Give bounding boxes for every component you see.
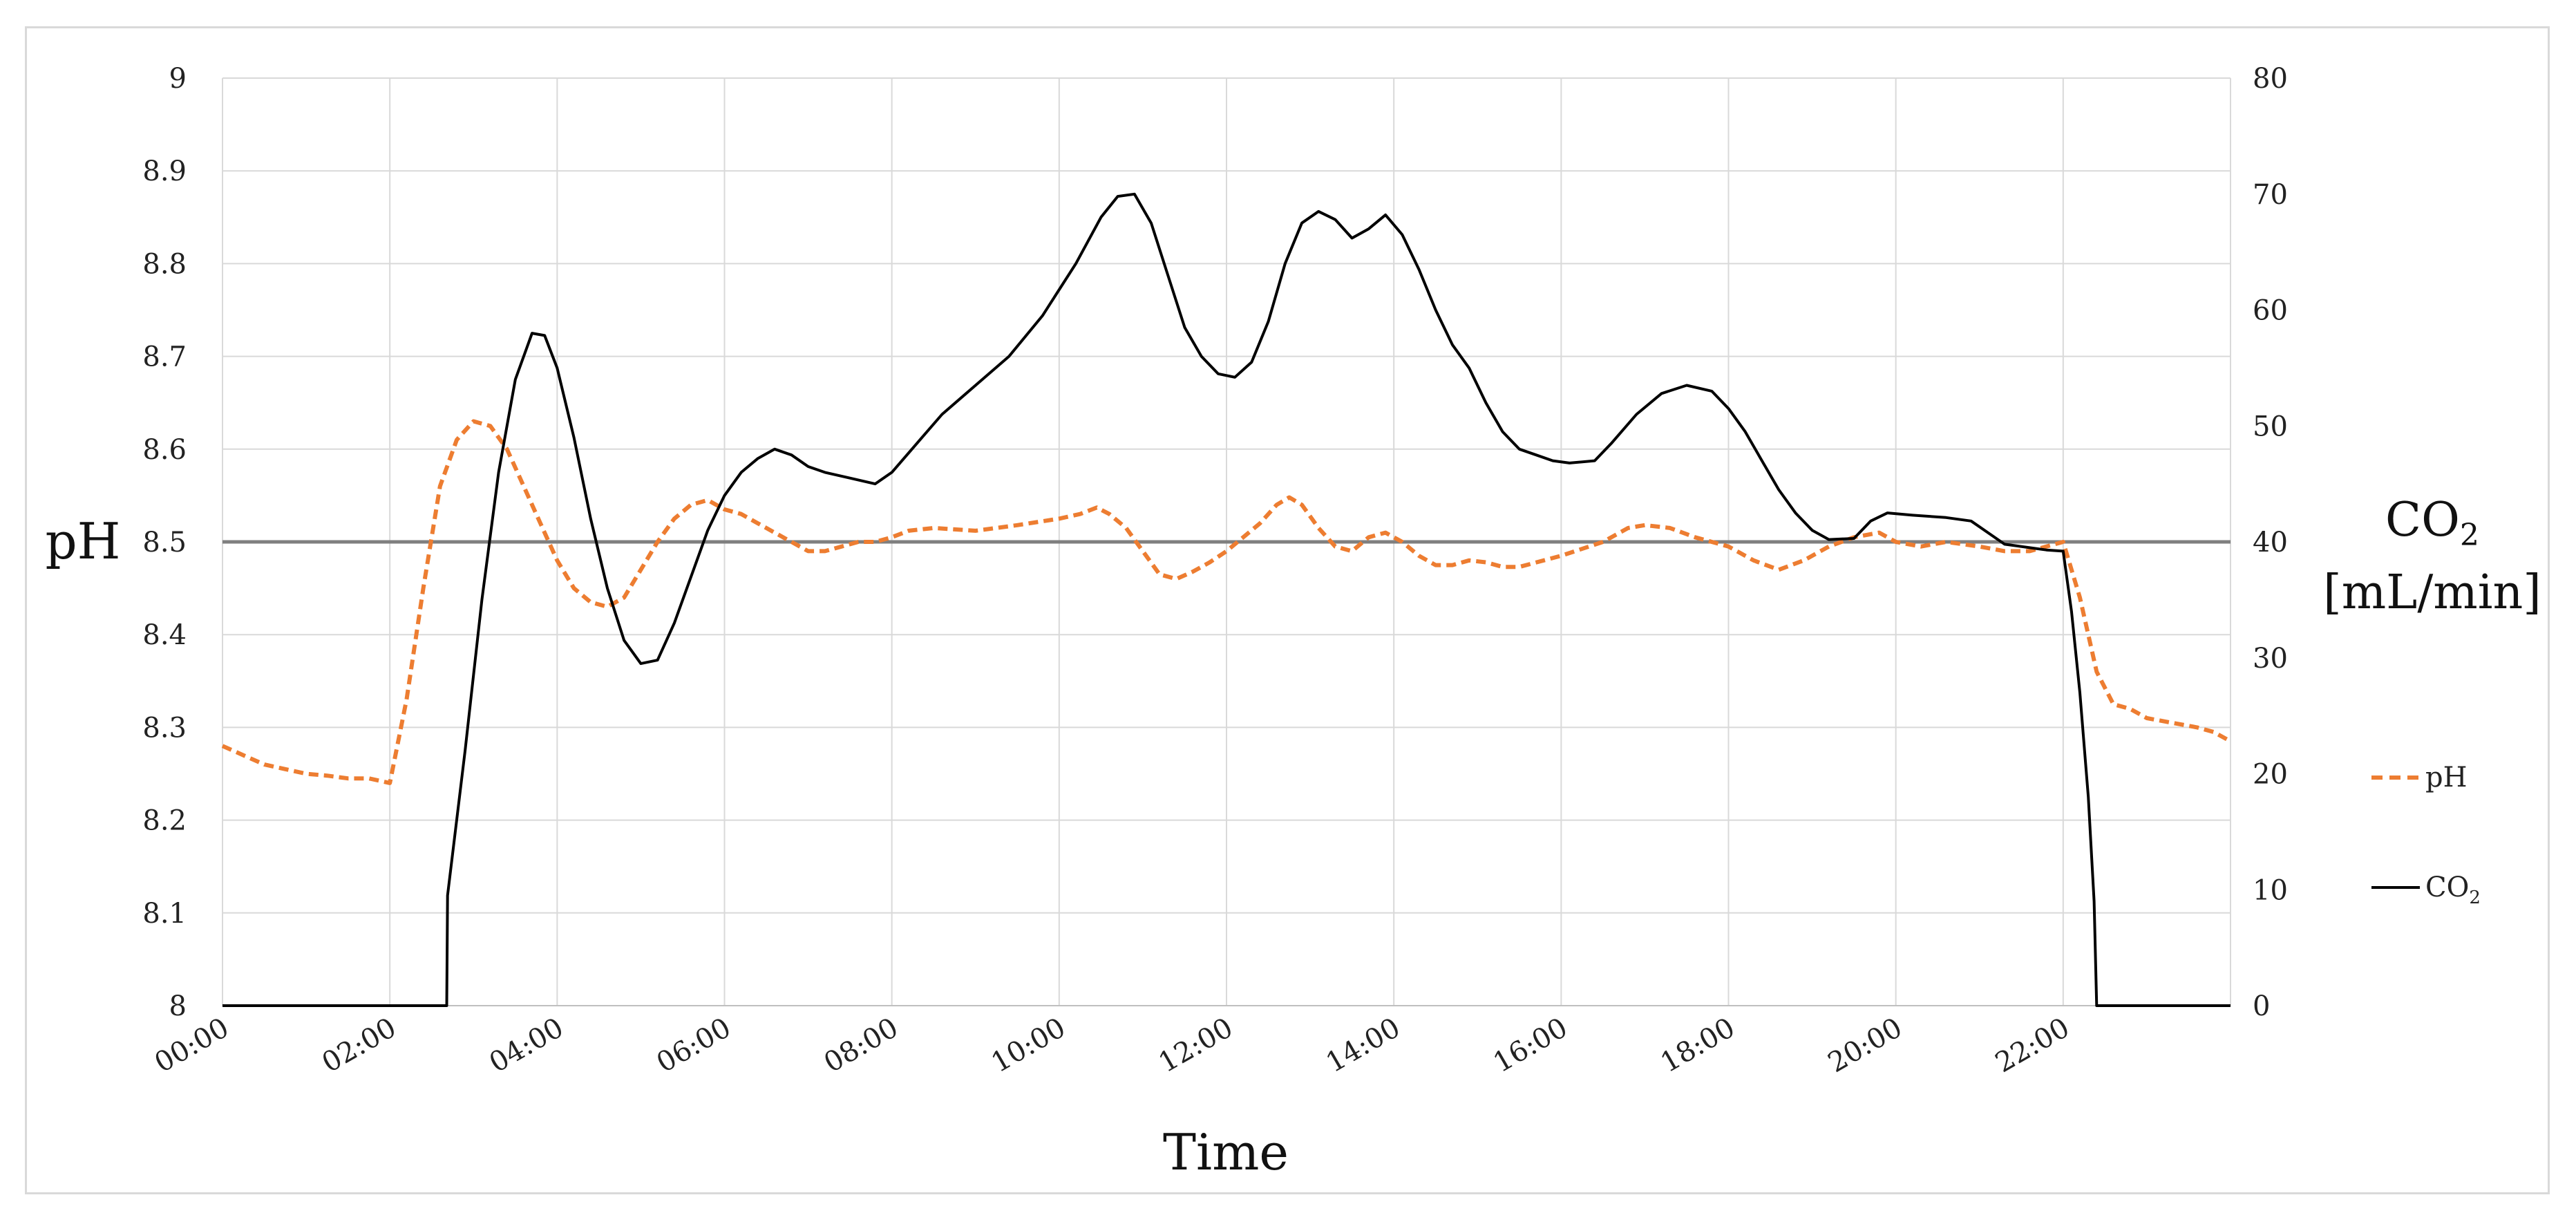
legend-label-co2: CO2 [2425,872,2481,908]
legend-label-co2-sub: 2 [2469,887,2481,908]
y-left-tick-label: 8.5 [142,527,187,558]
x-tick-label: 08:00 [819,1012,904,1079]
y-right-tick-label: 20 [2253,759,2288,791]
x-tick-label: 02:00 [316,1012,401,1079]
x-tick-label: 10:00 [986,1012,1071,1079]
y-left-tick-label: 8.6 [142,434,187,466]
y-left-tick-label: 8.2 [142,805,187,837]
x-tick-label: 18:00 [1656,1012,1741,1079]
legend: pH CO2 [2371,762,2481,908]
y-right-axis-title-main: CO [2385,493,2460,547]
series-line-co2 [222,192,2231,1007]
y-left-tick-label: 8 [169,990,187,1022]
y-left-tick-label: 9 [169,63,187,95]
y-right-axis-unit: [mL/min] [2323,565,2541,620]
x-tick-label: 04:00 [484,1012,569,1079]
y-right-axis-title: CO2 [2385,493,2479,553]
y-left-tick-label: 8.1 [142,898,187,930]
y-left-tick-label: 8.7 [142,341,187,373]
y-left-tick-label: 8.8 [142,248,187,280]
chart-frame [25,26,2550,1194]
y-right-tick-label: 80 [2253,63,2288,95]
y-right-tick-label: 0 [2253,990,2270,1022]
x-tick-label: 12:00 [1153,1012,1238,1079]
tick-labels: 8 8.1 8.2 8.3 8.4 8.5 8.6 8.7 8.8 8.9 9 0 10 20 30 40 50… [142,63,2288,1079]
y-left-axis-title: pH [46,512,121,570]
y-left-tick-label: 8.4 [142,619,187,651]
x-tick-label: 20:00 [1823,1012,1908,1079]
y-right-tick-label: 30 [2253,643,2288,675]
legend-label-ph: pH [2425,762,2468,793]
x-tick-label: 14:00 [1320,1012,1405,1079]
legend-label-co2-main: CO [2425,872,2469,903]
x-tick-label: 00:00 [149,1012,234,1079]
x-tick-label: 22:00 [1990,1012,2075,1079]
y-right-tick-label: 50 [2253,411,2288,442]
x-axis-title: Time [1163,1123,1289,1181]
y-right-tick-label: 60 [2253,295,2288,327]
y-right-axis-title-sub: 2 [2460,518,2479,553]
y-right-tick-label: 10 [2253,874,2288,906]
x-tick-label: 16:00 [1488,1012,1573,1079]
y-left-tick-label: 8.9 [142,156,187,187]
x-tick-label: 06:00 [652,1012,737,1079]
y-right-tick-label: 70 [2253,179,2288,211]
y-left-tick-label: 8.3 [142,712,187,744]
series-group [221,192,2232,1007]
series-line-ph [221,419,2232,785]
y-right-tick-label: 40 [2253,527,2288,558]
